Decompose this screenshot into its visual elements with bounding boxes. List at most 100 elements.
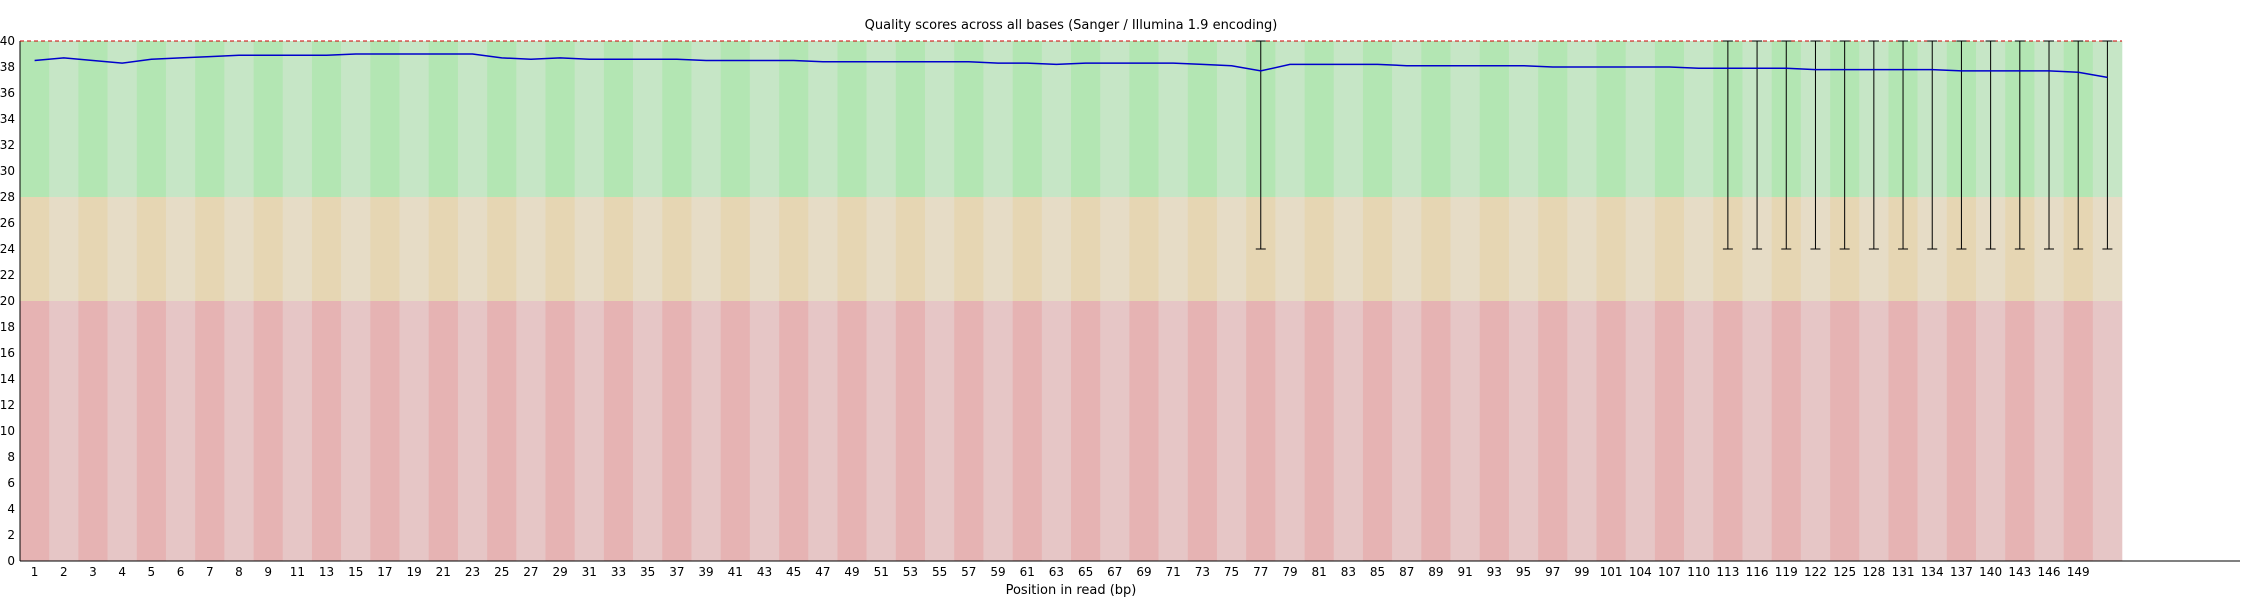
quality-band-cell: [399, 301, 430, 561]
quality-band-cell: [1625, 301, 1656, 561]
quality-band-cell: [1771, 301, 1802, 561]
x-tick-label: 77: [1253, 565, 1268, 579]
quality-band-cell: [428, 301, 459, 561]
x-tick-label: 128: [1862, 565, 1885, 579]
y-tick-label: 12: [0, 398, 15, 412]
quality-band-cell: [925, 301, 955, 561]
quality-band-cell: [662, 197, 692, 301]
quality-band-cell: [1450, 41, 1481, 197]
quality-band-cell: [516, 197, 546, 301]
x-tick-label: 69: [1136, 565, 1151, 579]
quality-band-cell: [1567, 41, 1597, 197]
y-tick-label: 24: [0, 242, 15, 256]
quality-band-cell: [370, 301, 400, 561]
x-axis-label: Position in read (bp): [1006, 583, 1137, 598]
x-tick-label: 55: [932, 565, 947, 579]
quality-band-cell: [779, 41, 809, 197]
quality-band-cell: [545, 301, 575, 561]
quality-band-cell: [1538, 41, 1568, 197]
quality-band-cell: [2092, 301, 2123, 561]
quality-band-cell: [1041, 301, 1072, 561]
quality-bands-layer: [20, 41, 2123, 561]
x-tick-label: 93: [1487, 565, 1502, 579]
x-tick-label: 134: [1921, 565, 1944, 579]
x-tick-label: 45: [786, 565, 801, 579]
quality-band-cell: [457, 197, 488, 301]
quality-band-cell: [1888, 301, 1918, 561]
quality-band-cell: [1654, 197, 1685, 301]
quality-band-cell: [428, 197, 459, 301]
x-tick-label: 9: [264, 565, 272, 579]
quality-band-cell: [165, 197, 196, 301]
quality-band-cell: [1012, 41, 1043, 197]
quality-band-cell: [1187, 301, 1218, 561]
quality-band-cell: [516, 301, 546, 561]
quality-band-cell: [428, 41, 459, 197]
error-bar: [1752, 40, 1763, 250]
quality-band-cell: [107, 301, 138, 561]
quality-band-cell: [1362, 301, 1393, 561]
quality-band-cell: [895, 301, 926, 561]
x-tick-label: 41: [728, 565, 743, 579]
x-tick-label: 83: [1341, 565, 1356, 579]
quality-band-cell: [1713, 301, 1743, 561]
quality-band-cell: [1304, 301, 1335, 561]
quality-band-cell: [1684, 197, 1714, 301]
quality-band-cell: [1129, 197, 1159, 301]
x-tick-label: 116: [1746, 565, 1769, 579]
quality-band-cell: [487, 301, 517, 561]
quality-band-cell: [1187, 197, 1218, 301]
x-tick-label: 49: [844, 565, 859, 579]
quality-band-cell: [1362, 197, 1393, 301]
x-tick-label: 79: [1282, 565, 1297, 579]
x-tick-label: 11: [290, 565, 305, 579]
quality-band-cell: [1129, 41, 1159, 197]
x-tick-label: 57: [961, 565, 976, 579]
quality-band-cell: [341, 41, 371, 197]
error-bar: [1898, 40, 1909, 250]
quality-band-cell: [633, 197, 663, 301]
quality-band-cell: [1567, 197, 1597, 301]
x-tick-label: 97: [1545, 565, 1560, 579]
error-bar: [1839, 40, 1850, 250]
x-tick-label: 104: [1629, 565, 1652, 579]
quality-band-cell: [20, 301, 50, 561]
quality-band-cell: [749, 197, 780, 301]
x-tick-label: 27: [523, 565, 538, 579]
x-tick-label: 33: [611, 565, 626, 579]
x-tick-label: 2: [60, 565, 68, 579]
axes-layer: [19, 40, 2240, 562]
quality-band-cell: [136, 41, 167, 197]
y-tick-label: 10: [0, 424, 15, 438]
quality-band-cell: [603, 41, 634, 197]
quality-band-cell: [107, 41, 138, 197]
quality-band-cell: [516, 41, 546, 197]
x-tick-label: 25: [494, 565, 509, 579]
x-tick-label: 6: [177, 565, 185, 579]
x-tick-label: 113: [1716, 565, 1739, 579]
quality-band-cell: [2005, 301, 2035, 561]
y-tick-label: 38: [0, 60, 15, 74]
quality-band-cell: [341, 301, 371, 561]
quality-band-cell: [1538, 197, 1568, 301]
quality-band-cell: [1859, 301, 1889, 561]
y-tick-label: 36: [0, 86, 15, 100]
quality-band-cell: [574, 41, 605, 197]
quality-band-cell: [749, 301, 780, 561]
error-bar: [1868, 40, 1879, 250]
quality-band-cell: [1830, 301, 1860, 561]
quality-band-cell: [983, 197, 1013, 301]
x-tick-label: 63: [1049, 565, 1064, 579]
quality-band-cell: [983, 301, 1013, 561]
x-tick-label: 37: [669, 565, 684, 579]
x-tick-label: 4: [118, 565, 126, 579]
y-tick-label: 30: [0, 164, 15, 178]
quality-band-cell: [603, 197, 634, 301]
x-tick-label: 61: [1020, 565, 1035, 579]
quality-band-cell: [195, 41, 225, 197]
y-tick-label: 2: [7, 528, 15, 542]
error-bar: [1255, 40, 1266, 250]
quality-band-cell: [253, 41, 284, 197]
quality-band-cell: [1275, 301, 1305, 561]
